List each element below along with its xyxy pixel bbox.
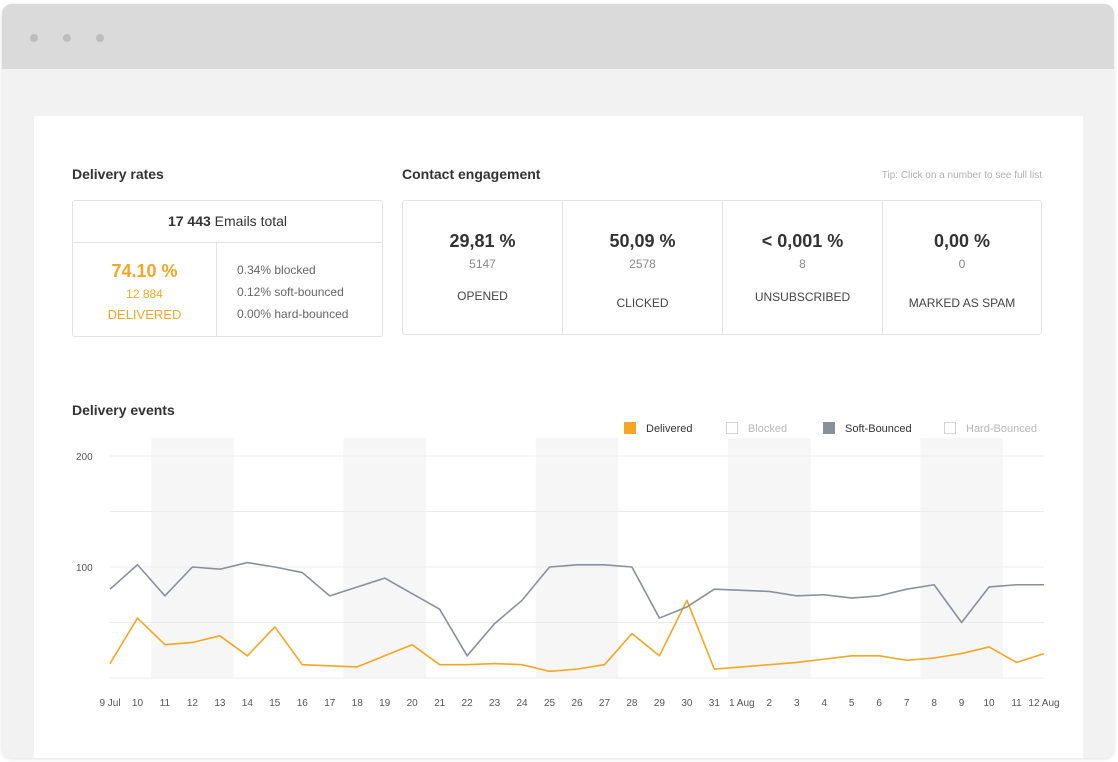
series-line-soft-bounced xyxy=(109,561,1044,657)
legend-blocked-label: Blocked xyxy=(748,423,788,435)
legend-soft-bounced-swatch xyxy=(823,422,835,434)
delivered-count[interactable]: 12 884 xyxy=(126,287,163,301)
legend-soft-bounced[interactable]: Soft-Bounced xyxy=(823,422,912,435)
clicked-percent[interactable]: 50,09 % xyxy=(609,231,676,251)
x-tick-label: 12 xyxy=(187,698,199,709)
x-tick-label: 9 xyxy=(959,698,965,709)
legend-hard-bounced-swatch xyxy=(944,422,956,434)
unsubscribed-percent[interactable]: < 0,001 % xyxy=(761,231,844,251)
x-tick-label: 30 xyxy=(681,698,693,709)
x-tick-label: 31 xyxy=(709,698,721,709)
unsubscribed-count[interactable]: 8 xyxy=(799,257,806,271)
x-tick-label: 11 xyxy=(1011,698,1022,709)
spam-count[interactable]: 0 xyxy=(958,257,966,271)
y-tick-label: 100 xyxy=(76,563,93,574)
emails-total-number: 17 443 xyxy=(167,213,211,229)
x-tick-label: 27 xyxy=(599,698,611,709)
x-tick-label: 20 xyxy=(407,698,419,709)
chart-band xyxy=(343,438,426,678)
x-tick-label: 21 xyxy=(434,698,446,709)
x-tick-label: 9 Jul xyxy=(99,698,120,709)
opened-percent[interactable]: 29,81 % xyxy=(449,231,516,251)
clicked-label: CLICKED xyxy=(616,296,669,310)
emails-total: 17 443 Emails total xyxy=(73,201,382,243)
legend-blocked-swatch xyxy=(726,422,738,434)
x-tick-label: 22 xyxy=(462,698,474,709)
x-tick-label: 10 xyxy=(132,698,144,709)
x-tick-label: 7 xyxy=(904,698,910,709)
legend-soft-bounced-label: Soft-Bounced xyxy=(845,423,912,435)
delivery-events-title: Delivery events xyxy=(72,402,175,418)
x-tick-label: 10 xyxy=(983,698,995,709)
legend-delivered-swatch xyxy=(624,422,636,434)
series-line-delivered xyxy=(109,599,1045,673)
chart-band xyxy=(728,438,811,678)
x-tick-label: 19 xyxy=(379,698,391,709)
x-tick-label: 16 xyxy=(297,698,309,709)
x-tick-label: 17 xyxy=(324,698,336,709)
unsubscribed-stat[interactable]: < 0,001 % 8 UNSUBSCRIBED xyxy=(723,201,883,334)
x-tick-label: 6 xyxy=(876,698,882,709)
legend-delivered-label: Delivered xyxy=(646,423,693,435)
tip-text: Tip: Click on a number to see full list xyxy=(881,170,1042,181)
delivered-label: DELIVERED xyxy=(107,307,182,322)
x-tick-label: 11 xyxy=(160,698,171,709)
x-tick-label: 28 xyxy=(626,698,638,709)
emails-total-label: Emails total xyxy=(214,213,288,229)
x-tick-label: 23 xyxy=(489,698,501,709)
window-dot-icon xyxy=(30,34,38,42)
x-tick-label: 1 Aug xyxy=(729,698,755,709)
opened-count[interactable]: 5147 xyxy=(469,257,496,271)
opened-stat[interactable]: 29,81 % 5147 OPENED xyxy=(403,201,563,334)
spam-label: MARKED AS SPAM xyxy=(908,296,1016,310)
opened-label: OPENED xyxy=(457,289,508,303)
x-tick-label: 14 xyxy=(242,698,254,709)
x-tick-label: 15 xyxy=(269,698,281,709)
x-tick-label: 26 xyxy=(571,698,583,709)
x-tick-label: 24 xyxy=(516,698,528,709)
soft-bounced-rate: 0.12% soft-bounced xyxy=(237,285,344,299)
spam-percent[interactable]: 0,00 % xyxy=(933,231,991,251)
unsubscribed-label: UNSUBSCRIBED xyxy=(754,290,851,304)
window-titlebar xyxy=(2,4,1114,69)
legend-delivered[interactable]: Delivered xyxy=(624,422,692,435)
x-tick-label: 18 xyxy=(352,698,364,709)
delivery-rates-title: Delivery rates xyxy=(72,166,164,182)
x-tick-label: 4 xyxy=(821,698,827,709)
window-dot-icon xyxy=(63,34,71,42)
clicked-stat[interactable]: 50,09 % 2578 CLICKED xyxy=(563,201,723,334)
x-tick-label: 25 xyxy=(544,698,556,709)
window-dot-icon xyxy=(96,34,104,42)
hard-bounced-rate: 0.00% hard-bounced xyxy=(237,307,349,321)
chart-band xyxy=(920,438,1003,678)
legend-blocked[interactable]: Blocked xyxy=(726,422,787,435)
x-tick-label: 3 xyxy=(794,698,800,709)
delivered-percent[interactable]: 74.10 % xyxy=(111,261,178,281)
engagement-card: 29,81 % 5147 OPENED 50,09 % 2578 CLICKED… xyxy=(402,200,1042,335)
legend-hard-bounced[interactable]: Hard-Bounced xyxy=(944,422,1037,435)
legend-hard-bounced-label: Hard-Bounced xyxy=(966,423,1037,435)
y-tick-label: 200 xyxy=(76,452,93,463)
dashboard-panel: Delivery rates 17 443 Emails total 74.10… xyxy=(34,116,1083,758)
x-tick-label: 8 xyxy=(931,698,937,709)
x-tick-label: 5 xyxy=(849,698,855,709)
chart-band xyxy=(535,438,619,678)
x-tick-label: 29 xyxy=(654,698,666,709)
browser-window: Delivery rates 17 443 Emails total 74.10… xyxy=(2,4,1114,758)
contact-engagement-title: Contact engagement xyxy=(402,166,541,182)
spam-stat[interactable]: 0,00 % 0 MARKED AS SPAM xyxy=(883,201,1041,334)
delivery-rates-card: 17 443 Emails total 74.10 % 12 884 DELIV… xyxy=(72,200,383,337)
x-tick-label: 12 Aug xyxy=(1028,698,1059,709)
clicked-count[interactable]: 2578 xyxy=(629,257,656,271)
x-tick-label: 13 xyxy=(214,698,226,709)
delivered-stat[interactable]: 74.10 % 12 884 DELIVERED xyxy=(73,243,217,336)
x-tick-label: 2 xyxy=(767,698,773,709)
bounce-breakdown: 0.34% blocked 0.12% soft-bounced 0.00% h… xyxy=(237,259,348,325)
blocked-rate: 0.34% blocked xyxy=(237,263,316,277)
chart-band xyxy=(151,438,234,678)
